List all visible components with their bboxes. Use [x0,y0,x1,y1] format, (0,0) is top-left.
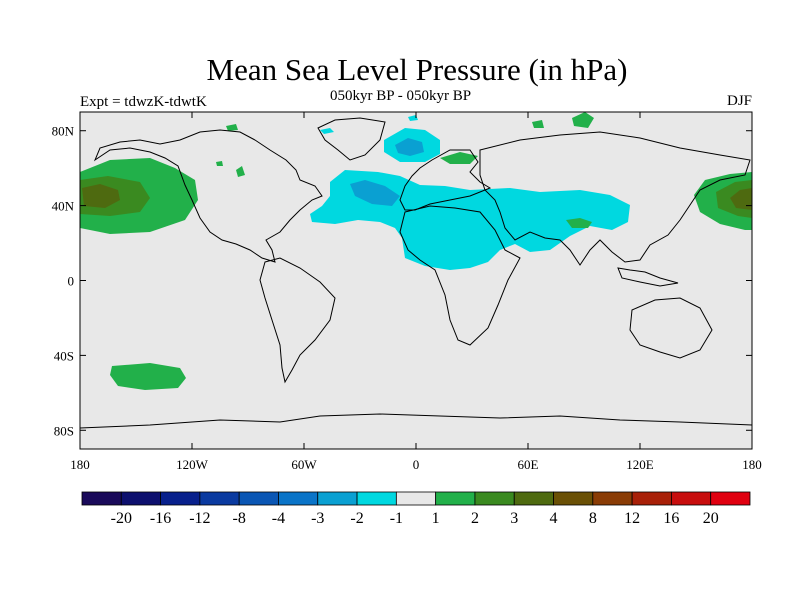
lat-tick-label: 80S [54,423,74,438]
lon-tick-label: 60E [518,457,539,472]
anomaly-region-barents [440,152,478,164]
colorbar-label: -16 [150,510,171,527]
coastline-asia [479,131,751,266]
colorbar-label: 12 [624,510,640,527]
coastline-indonesia [617,267,679,287]
anomaly-fields [80,112,752,390]
season-label: DJF [726,93,752,109]
colorbar-swatch [671,491,712,506]
anomaly-region-arctic-small [320,128,334,134]
lat-tick-label: 40N [52,199,75,214]
lon-tick-label: 60W [291,457,317,472]
lon-tick-label: 0 [413,457,420,472]
colorbar-swatch [435,491,476,506]
coastline-australia [629,297,713,359]
colorbar-swatch [592,491,633,506]
anomaly-region-canada-small [226,124,238,131]
colorbar-label: -12 [189,510,210,527]
lat-tick-label: 80N [52,124,75,139]
lon-tick-label: 180 [742,457,762,472]
map-background [80,112,752,449]
anomaly-region-pacific-small [216,161,223,166]
coastline-africa [399,205,521,346]
colorbar-label: 16 [663,510,679,527]
colorbar-label: 4 [550,510,558,527]
colorbar-swatch [553,491,594,506]
latitude-axis: 80N 40N 0 40S 80S [52,124,752,438]
colorbar-label: 2 [471,510,479,527]
colorbar-label: -8 [233,510,246,527]
anomaly-region-arctic-siberia [532,120,544,128]
colorbar-swatch [120,491,161,506]
colorbar-swatch [710,491,751,506]
colorbar-label: 8 [589,510,597,527]
colorbar-swatch [513,491,554,506]
colorbar-swatch [474,491,515,506]
lat-tick-label: 0 [68,274,75,289]
anomaly-region-asia [566,218,592,228]
lon-tick-label: 180 [70,457,90,472]
colorbar-label: 1 [432,510,440,527]
anomaly-region-south-pacific [110,363,186,390]
colorbar-swatch [356,491,397,506]
colorbar-swatch [160,491,201,506]
coastline-europe [399,149,492,211]
coastline-antarctica [80,413,752,429]
anomaly-peak-north-pacific-east [730,188,752,210]
colorbar-swatch [278,491,319,506]
anomaly-region-arctic-east [572,112,594,128]
colorbar-label: 20 [703,510,719,527]
anomaly-core-north-atlantic [350,180,400,206]
experiment-label: Expt = tdwzK-tdwtK [80,94,207,110]
colorbar-swatch [631,491,672,506]
longitude-axis: 180 120W 60W 0 60E 120E 180 [70,112,762,472]
colorbar-swatch [395,491,437,506]
colorbar-label: -20 [111,510,132,527]
colorbar: -20 -16 -12 -8 -4 -3 -2 -1 1 2 3 4 8 12 16 20 [81,491,751,527]
period-label: 050kyr BP - 050kyr BP [330,88,472,104]
colorbar-swatch [317,491,358,506]
anomaly-region-canada-small-2 [236,166,245,177]
colorbar-label: -3 [311,510,324,527]
colorbar-swatch [238,491,279,506]
colorbar-label: 3 [510,510,518,527]
coastline-greenland [317,117,386,161]
lat-tick-label: 40S [54,348,74,363]
colorbar-label: -1 [390,510,403,527]
coastline-north-america [93,129,323,263]
map-title: Mean Sea Level Pressure (in hPa) [206,52,628,87]
anomaly-core-greenland-sea [395,138,424,156]
anomaly-peak-north-pacific-west [82,184,120,208]
lon-tick-label: 120W [176,457,209,472]
colorbar-swatch [81,491,122,506]
colorbar-label: -4 [272,510,285,527]
coastline-south-america [259,257,336,384]
colorbar-swatch [199,491,240,506]
colorbar-label: -2 [350,510,363,527]
coastlines [80,117,752,429]
lon-tick-label: 120E [626,457,654,472]
